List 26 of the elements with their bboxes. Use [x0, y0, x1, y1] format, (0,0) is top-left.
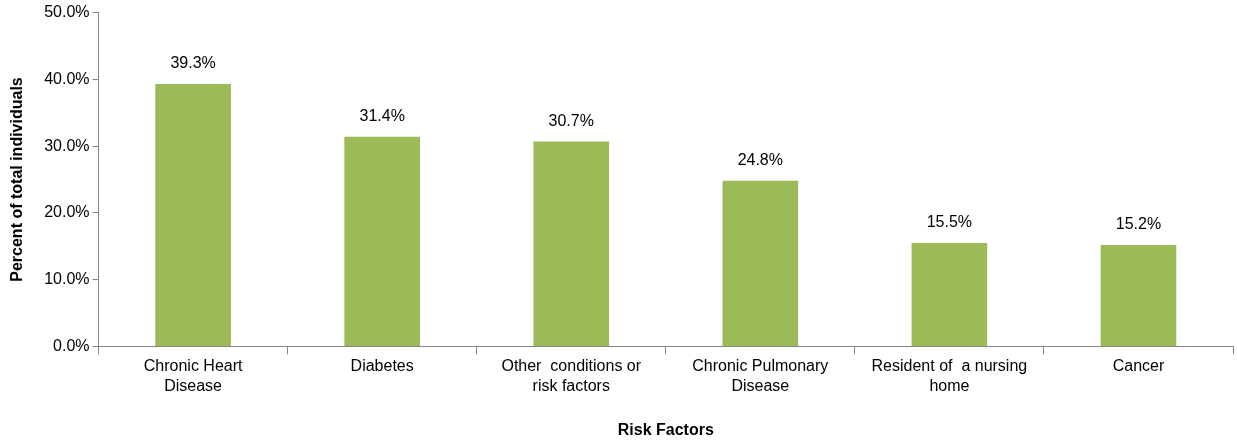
y-axis-title: Percent of total individuals [8, 77, 26, 282]
data-label: 39.3% [170, 54, 216, 72]
y-tick-label: 50.0% [44, 3, 90, 21]
y-tick-label: 0.0% [53, 336, 90, 354]
data-label: 24.8% [737, 151, 784, 169]
y-tick-label: 10.0% [44, 270, 90, 288]
x-tick-label: Other conditions or risk factors [501, 357, 642, 394]
bar [344, 136, 420, 346]
bar [722, 180, 799, 346]
x-axis-title: Risk Factors [617, 420, 714, 438]
x-tick-label: Chronic Heart Disease [143, 357, 244, 394]
x-tick-label: Cancer [1112, 357, 1165, 375]
bar [533, 141, 610, 346]
x-tick-label: Resident of a nursing home [871, 357, 1028, 394]
data-label: 31.4% [359, 107, 405, 125]
y-tick-label: 20.0% [44, 203, 90, 221]
bar [911, 242, 988, 346]
data-label: 15.5% [926, 213, 973, 231]
y-tick-label: 30.0% [44, 136, 90, 154]
bar [1100, 244, 1177, 346]
x-tick-label: Chronic Pulmonary Disease [692, 357, 829, 394]
data-label: 30.7% [548, 111, 594, 129]
y-tick-label: 40.0% [44, 69, 90, 87]
x-tick-label: Diabetes [350, 357, 414, 375]
bar [155, 84, 231, 346]
data-label: 15.2% [1115, 215, 1162, 233]
